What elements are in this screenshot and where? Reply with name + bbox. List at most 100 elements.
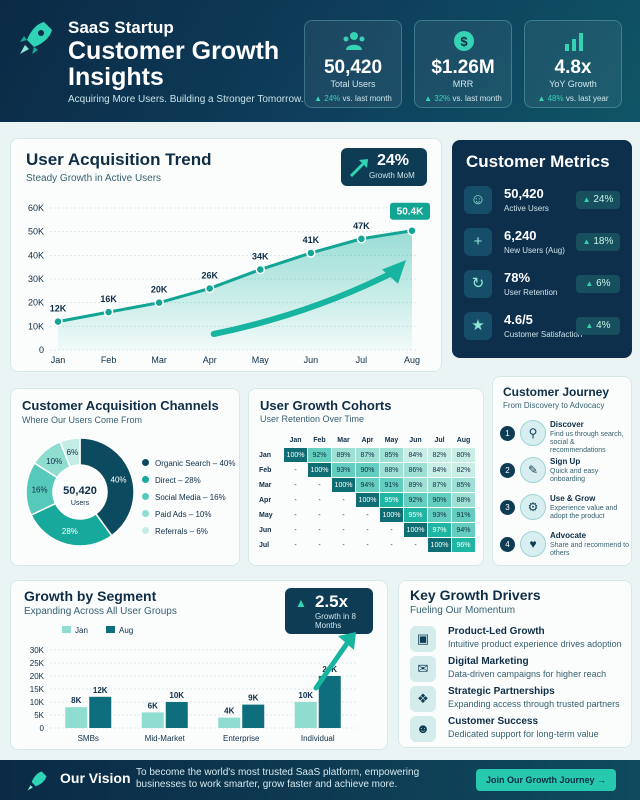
donut-slice-label: 28% (62, 527, 78, 536)
growth-drivers-panel (398, 580, 632, 748)
cohort-cell: 82% (428, 448, 451, 462)
cohorts-title: User Growth Cohorts (260, 398, 392, 413)
growth-mom-value: 24% (377, 152, 410, 169)
cohort-cell: - (390, 541, 393, 549)
cohort-cell: 97% (428, 523, 451, 537)
cohort-cell: 95% (404, 508, 427, 522)
journey-step: 1 ⚲ Discover Find us through search, social… (500, 420, 630, 458)
cohort-row: Jul - - - - - - 100% 96% (259, 538, 475, 552)
driver-title: Product-Led Growth (448, 626, 545, 637)
segment-growth-badge: ▲ 2.5x Growth in 8 Months (285, 588, 373, 634)
metric-change-value: 6% (596, 278, 611, 289)
y-tick-label: 10K (30, 698, 45, 707)
legend-label: Paid Ads – 10% (155, 510, 212, 519)
cohort-cell: 100% (332, 478, 355, 492)
legend-label: Aug (119, 626, 133, 635)
cohort-row: Apr - - - 100% 95% 92% 90% 88% (259, 493, 475, 507)
bar-value-label: 9K (248, 694, 258, 703)
step-title: Discover (550, 420, 584, 429)
kpi-change-value: 48% (547, 94, 564, 103)
bar-value-label: 8K (71, 696, 81, 705)
cohort-cell: 94% (452, 523, 475, 537)
svg-text:$: $ (460, 34, 468, 49)
y-tick-label: 20K (30, 672, 45, 681)
trend-data-label: 47K (353, 221, 370, 231)
legend-swatch (142, 510, 149, 517)
cohort-cell: 84% (428, 463, 451, 477)
kpi-change-suffix: vs. last month (452, 94, 502, 103)
x-tick-label: Aug (404, 355, 420, 365)
heart-icon: ♥ (520, 531, 546, 557)
kpi-value: 50,420 (323, 57, 383, 78)
trend-point (204, 283, 215, 294)
kpi-change-value: 32% (434, 94, 451, 103)
add-user-icon: + (464, 228, 492, 256)
cohort-cell: 100% (356, 493, 379, 507)
cohort-heatmap: Jan Feb Mar Apr May Jun Jul Aug Jan 100% 92% 89% 87%… (258, 432, 476, 553)
legend-swatch (142, 459, 149, 466)
cohort-cell: 96% (452, 538, 475, 552)
cohort-col-header: Jul (434, 436, 445, 444)
step-title: Use & Grow (550, 494, 596, 503)
bar-value-label: 12K (93, 686, 108, 695)
driver-desc: Intuitive product experience drives adop… (448, 639, 622, 649)
step-number: 2 (500, 463, 515, 478)
journey-step: 2 ✎ Sign Up Quick and easy onboarding (500, 457, 630, 495)
cohort-cell: 100% (308, 463, 331, 477)
donut-slice-label: 40% (111, 475, 127, 484)
segment-subtitle: Expanding Across All User Groups (24, 606, 177, 617)
kpi-label: YoY Growth (549, 79, 597, 89)
kpi-value: $1.26M (431, 57, 495, 78)
y-tick-label: 40K (28, 250, 44, 260)
cohort-row-header: Jan (259, 451, 272, 459)
journey-step: 3 ⚙ Use & Grow Experience value and adopt t… (500, 494, 630, 532)
trend-data-label: 20K (151, 285, 168, 295)
driver-desc: Dedicated support for long-term value (448, 729, 599, 739)
sign-up-icon: ✎ (520, 457, 546, 483)
cohort-cell: 100% (428, 538, 451, 552)
cohort-cell: 95% (380, 493, 403, 507)
metric-value: 50,420 (504, 186, 544, 201)
x-tick-label: Jul (356, 355, 368, 365)
metrics-title: Customer Metrics (466, 152, 610, 171)
cohort-cell: 93% (428, 508, 451, 522)
page-title: Customer Growth Insights (68, 37, 280, 91)
cohort-cell: 92% (308, 448, 331, 462)
y-tick-label: 30K (30, 646, 45, 655)
star-icon: ★ (464, 312, 492, 340)
dollar-icon: $ (454, 31, 474, 51)
metric-change: ▲ 18% (576, 233, 620, 251)
x-tick-label: Mid-Market (145, 734, 186, 743)
legend-swatch (142, 476, 149, 483)
channel-legend-item: Direct – 28% (142, 476, 201, 485)
bar-value-label: 10K (169, 691, 184, 700)
metric-change-value: 4% (596, 320, 611, 331)
join-growth-button[interactable]: Join Our Growth Journey → (476, 769, 616, 791)
cohort-col-header: Apr (361, 436, 374, 444)
driver-desc: Data-driven campaigns for higher reach (448, 669, 607, 679)
step-desc: Share and recommend to others (550, 542, 629, 557)
donut-slice-label: 10% (46, 457, 62, 466)
cohort-cell: - (294, 526, 297, 534)
metric-row: +6,240 New Users (Aug) ▲ 18% (464, 226, 622, 260)
growth-arrow (313, 639, 351, 691)
legend-label: Organic Search – 40% (155, 459, 236, 468)
growth-driver-item: ✉ Digital Marketing Data-driven campaigns … (410, 656, 630, 686)
legend-swatch (142, 527, 149, 534)
cohort-cell: 92% (404, 493, 427, 507)
growth-driver-item: ❖ Strategic Partnerships Expanding access … (410, 686, 630, 716)
megaphone-icon: ✉ (410, 656, 436, 682)
metric-value: 6,240 (504, 228, 537, 243)
trend-point (103, 307, 114, 317)
segment-title: Growth by Segment (24, 588, 157, 604)
metric-change-value: 18% (593, 236, 614, 247)
cohort-cell: - (342, 511, 345, 519)
cohort-row: Jan 100% 92% 89% 87% 85% 84% 82% 80% (259, 448, 475, 462)
rocket-icon (20, 22, 52, 54)
x-tick-label: Enterprise (223, 734, 260, 743)
cohort-cell: - (318, 526, 321, 534)
vision-text: To become the world's most trusted SaaS … (136, 767, 420, 790)
metric-row: ↻ 78% User Retention ▲ 6% (464, 268, 622, 302)
channels-title: Customer Acquisition Channels (22, 398, 219, 413)
cohort-col-header: Aug (456, 436, 471, 444)
